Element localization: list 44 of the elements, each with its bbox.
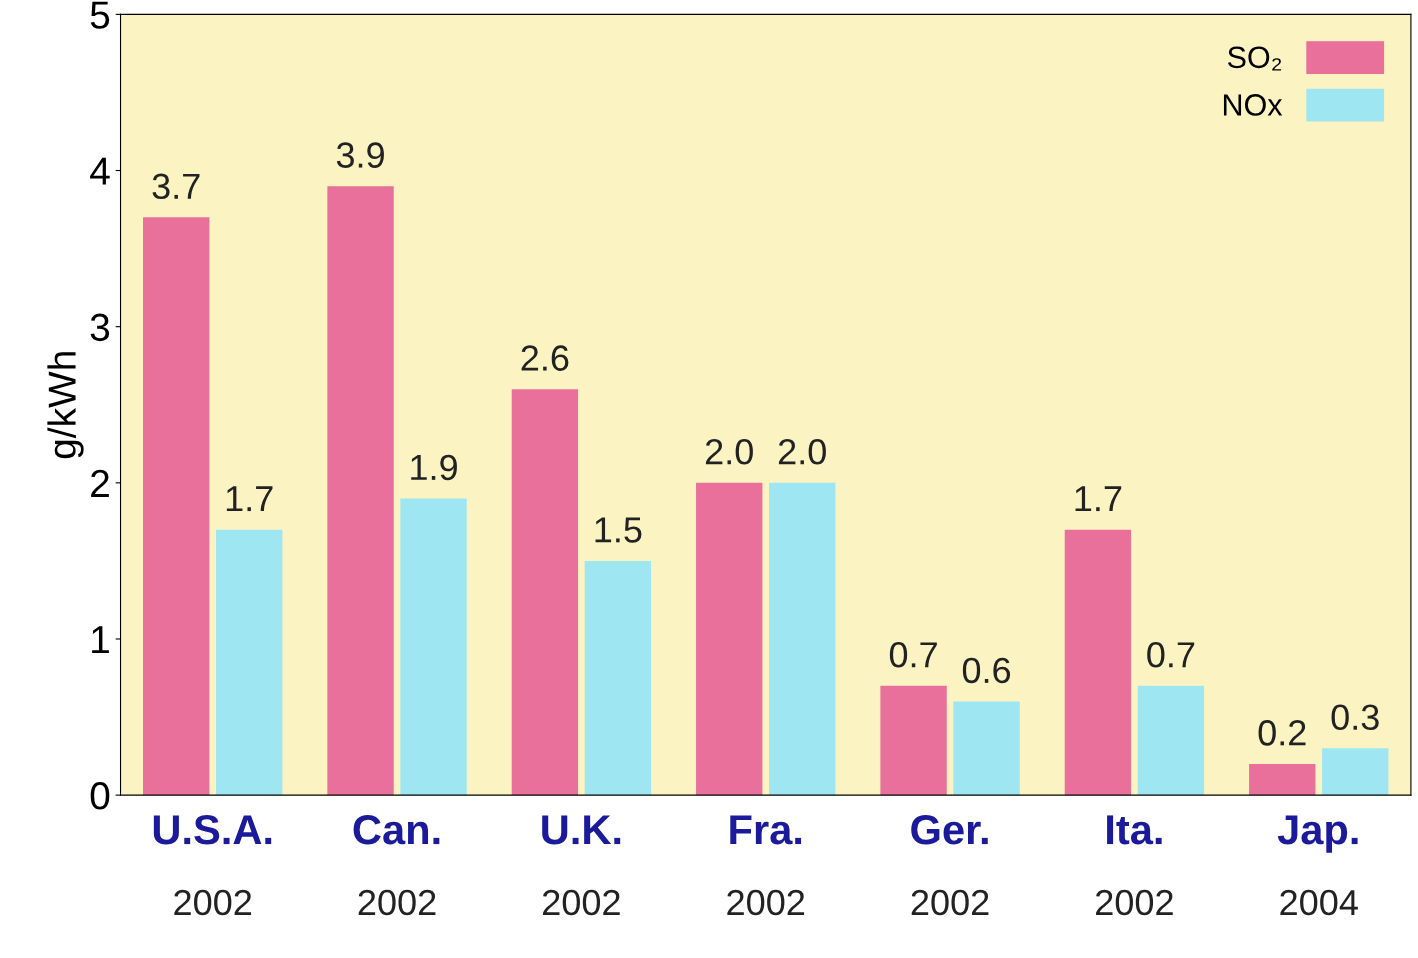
y-tick-label: 5: [90, 1, 110, 29]
data-label: 1.5: [595, 517, 642, 543]
bar: [143, 217, 210, 796]
data-label: 2.0: [778, 439, 826, 465]
data-label: 2.6: [521, 345, 569, 371]
y-tick-label: 0: [90, 782, 110, 810]
data-label: 1.7: [226, 486, 273, 512]
x-tick-label: Jap. 2004: [1277, 815, 1358, 916]
bar: [1137, 685, 1205, 796]
y-tick-label: 1: [92, 626, 109, 654]
y-tick-label: 2: [91, 469, 109, 497]
data-label: 3.7: [152, 173, 200, 200]
data-label: 0.7: [889, 642, 937, 668]
bar: [1249, 763, 1316, 796]
bar: [769, 482, 836, 796]
bar: [584, 560, 652, 796]
x-tick-label: U.S.A. 2002: [153, 814, 272, 916]
bar: [511, 389, 579, 796]
bar: [696, 482, 763, 796]
data-label: 0.2: [1258, 720, 1306, 746]
data-label: 0.3: [1331, 704, 1379, 731]
data-label: 3.9: [336, 142, 384, 168]
x-tick-label: U.K. 2002: [542, 815, 621, 916]
data-label: 1.9: [411, 454, 457, 481]
data-label: 2.0: [705, 439, 753, 465]
bar: [953, 701, 1020, 796]
bar: [216, 529, 283, 796]
bar: [400, 498, 467, 796]
x-tick-label: Fra. 2002: [727, 815, 805, 916]
bar: [880, 685, 947, 796]
legend-label: SO₂: [1227, 46, 1282, 71]
x-tick-label: Ita. 2002: [1096, 815, 1173, 916]
bar: [1064, 529, 1132, 796]
legend-label: NOx: [1223, 94, 1283, 116]
data-label: 0.7: [1147, 642, 1195, 668]
y-axis-title: g/kWh: [47, 352, 84, 459]
data-label: 0.6: [962, 657, 1011, 684]
bar: [327, 186, 394, 796]
y-tick-label: 3: [90, 313, 110, 342]
y-tick-label: 4: [90, 157, 110, 185]
x-tick-label: Can. 2002: [353, 814, 440, 916]
data-label: 1.7: [1075, 486, 1122, 512]
x-tick-label: Ger. 2002: [911, 814, 989, 916]
bar: [1322, 748, 1389, 796]
